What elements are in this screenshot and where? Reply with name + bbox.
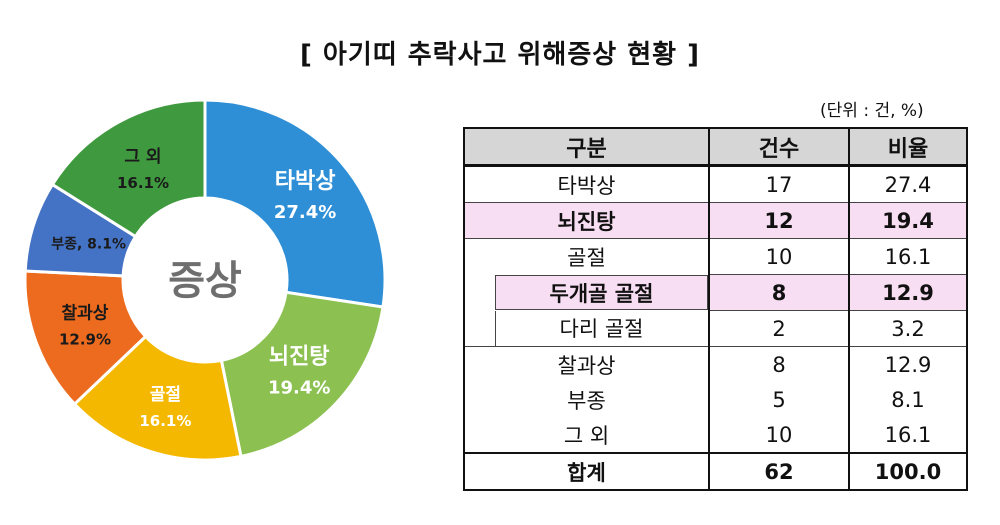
row-ratio: 100.0 bbox=[848, 452, 968, 491]
row-count: 62 bbox=[708, 452, 850, 491]
row-label: 부종 bbox=[463, 382, 710, 417]
row-count: 12 bbox=[708, 202, 850, 239]
table-header-row: 구분 건수 비율 bbox=[463, 127, 968, 167]
table-row-sub: 다리 골절 2 3.2 bbox=[463, 310, 968, 347]
header-category: 구분 bbox=[463, 127, 710, 167]
row-label: 골절 bbox=[463, 238, 710, 275]
row-count: 17 bbox=[708, 165, 850, 203]
table-row-total: 합계 62 100.0 bbox=[463, 452, 968, 491]
row-ratio: 27.4 bbox=[848, 165, 968, 203]
donut-slice bbox=[203, 98, 387, 309]
slice-label: 뇌진탕 bbox=[269, 345, 330, 370]
donut-slice bbox=[219, 290, 385, 459]
data-table: 구분 건수 비율 타박상 17 27.4 뇌진탕 12 19.4 골절 10 1… bbox=[463, 127, 968, 491]
unit-note: (단위 : 건, %) bbox=[820, 101, 924, 121]
donut-chart: 타박상 27.4% 뇌진탕 19.4% 골절 16.1% 찰과상 12.9% 부종, 8.1% 그… bbox=[23, 98, 387, 462]
slice-label: 타박상 bbox=[275, 169, 336, 194]
table-row: 그 외 10 16.1 bbox=[463, 417, 968, 453]
table-row: 타박상 17 27.4 bbox=[463, 165, 968, 203]
header-ratio: 비율 bbox=[848, 127, 968, 167]
donut-slice bbox=[50, 98, 207, 239]
row-ratio: 8.1 bbox=[848, 382, 968, 417]
header-count: 건수 bbox=[708, 127, 850, 167]
row-label: 두개골 골절 bbox=[495, 275, 708, 310]
row-label: 합계 bbox=[463, 452, 710, 491]
chart-title: [ 아기띠 추락사고 위해증상 현황 ] bbox=[300, 40, 700, 70]
table-row: 골절 10 16.1 bbox=[463, 238, 968, 275]
table-row: 부종 5 8.1 bbox=[463, 382, 968, 417]
table-row-sub: 두개골 골절 8 12.9 bbox=[463, 274, 968, 311]
row-count: 10 bbox=[708, 417, 850, 453]
slice-value: 16.1% bbox=[117, 174, 169, 192]
row-label: 타박상 bbox=[463, 165, 710, 203]
slice-label: 찰과상 bbox=[62, 303, 109, 323]
donut-slice bbox=[72, 334, 243, 462]
row-count: 8 bbox=[708, 346, 850, 382]
row-ratio: 3.2 bbox=[848, 310, 968, 347]
slice-label: 그 외 bbox=[124, 147, 161, 167]
row-count: 8 bbox=[708, 274, 850, 311]
slice-label: 부종, 8.1% bbox=[51, 236, 126, 252]
row-count: 2 bbox=[708, 310, 850, 347]
row-label: 찰과상 bbox=[463, 346, 710, 382]
row-ratio: 19.4 bbox=[848, 202, 968, 239]
slice-value: 16.1% bbox=[139, 412, 191, 430]
slice-value: 19.4% bbox=[268, 378, 330, 399]
donut-center-label: 증상 bbox=[168, 258, 242, 304]
row-ratio: 12.9 bbox=[848, 274, 968, 311]
slice-value: 27.4% bbox=[274, 202, 336, 223]
row-label: 그 외 bbox=[463, 417, 710, 453]
row-count: 10 bbox=[708, 238, 850, 275]
slice-value: 12.9% bbox=[59, 330, 111, 348]
slice-label: 골절 bbox=[150, 384, 181, 405]
table-row: 찰과상 8 12.9 bbox=[463, 346, 968, 382]
row-ratio: 12.9 bbox=[848, 346, 968, 382]
row-count: 5 bbox=[708, 382, 850, 417]
row-label: 다리 골절 bbox=[559, 317, 644, 342]
table-row: 뇌진탕 12 19.4 bbox=[463, 202, 968, 239]
row-ratio: 16.1 bbox=[848, 417, 968, 453]
row-label: 뇌진탕 bbox=[463, 202, 710, 239]
donut-slice bbox=[23, 269, 148, 407]
row-ratio: 16.1 bbox=[848, 238, 968, 275]
